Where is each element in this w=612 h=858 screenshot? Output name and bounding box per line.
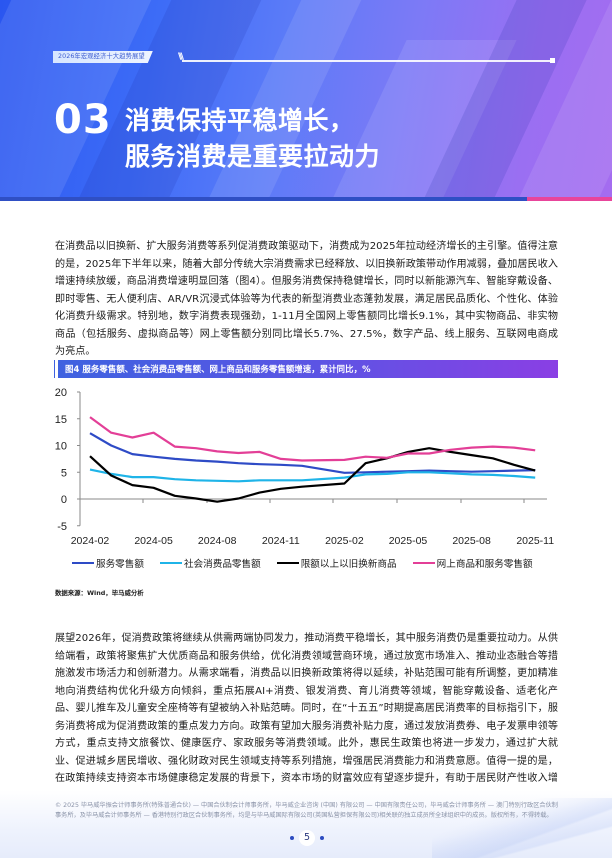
legend-item: 社会消费品零售额	[159, 555, 261, 571]
x-tick-label: 2024-11	[262, 535, 300, 547]
x-tick-label: 2024-02	[71, 535, 110, 547]
body-paragraph-2: 展望2026年，促消费政策将继续从供需两端协同发力，推动消费平稳增长，其中服务消…	[55, 633, 558, 802]
series-line	[89, 432, 536, 474]
legend-label: 网上商品和服务零售额	[436, 559, 533, 570]
y-tick-label: -5	[57, 521, 67, 533]
pager-dot-right	[320, 836, 324, 840]
header-rule	[182, 60, 552, 62]
series-line	[89, 468, 536, 483]
y-tick-label: 15	[55, 414, 67, 426]
footer-background	[0, 790, 612, 858]
x-tick-label: 2024-05	[134, 535, 173, 547]
chart-legend: 服务零售额 社会消费品零售额 限额以上以旧换新商品 网上商品和服务零售额	[72, 555, 562, 571]
copyright-notice: © 2025 毕马威华振会计师事务所(特殊普通合伙) — 中国合伙制会计师事务所…	[55, 802, 558, 819]
section-title-line-1: 消费保持平稳增长，	[125, 106, 355, 135]
legend-label: 社会消费品零售额	[183, 559, 261, 570]
legend-swatch-icon	[159, 561, 182, 565]
legend-swatch-icon	[412, 561, 435, 565]
chart-plot: 20 15 10 5 0 -5 2024-02 2024-05 2024-08 2024-11 20…	[55, 387, 554, 547]
header-rule-end-dot	[550, 58, 555, 63]
legend-item: 限额以上以旧换新商品	[276, 555, 397, 571]
header-banner: 2026年宏观经济十大趋势展望 \\\ 03 消费保持平稳增长， 服务消费是重要…	[0, 0, 612, 200]
section-title-line-2: 服务消费是重要拉动力	[125, 142, 381, 171]
pager-dot-left	[290, 836, 294, 840]
x-tick-label: 2025-05	[389, 535, 428, 547]
section-number: 03	[54, 97, 112, 143]
page-number: 5	[299, 830, 315, 846]
figure-caption-banner: 图4 服务零售额、社会消费品零售额、网上商品和服务零售额增速，累计同比，%	[55, 360, 558, 378]
legend-label: 服务零售额	[96, 559, 144, 570]
legend-item: 网上商品和服务零售额	[412, 555, 533, 571]
x-tick-label: 2025-02	[325, 535, 364, 547]
header-bottom-bar	[0, 197, 612, 201]
series-line	[89, 416, 536, 462]
x-tick-label: 2025-08	[452, 535, 491, 547]
slashes-decoration: \\\	[178, 52, 184, 62]
body-paragraph-1: 在消费品以旧换新、扩大服务消费等系列促消费政策驱动下，消费成为2025年拉动经济…	[55, 241, 558, 357]
report-series-tag: 2026年宏观经济十大趋势展望	[53, 51, 153, 63]
y-tick-label: 20	[55, 387, 67, 399]
line-chart: 20 15 10 5 0 -5 2024-02 2024-05 2024-08 2024-11 20…	[0, 380, 612, 580]
legend-swatch-icon	[72, 561, 94, 565]
legend-swatch-icon	[276, 561, 299, 565]
y-tick-label: 0	[61, 494, 67, 506]
y-tick-label: 5	[61, 467, 67, 479]
section-title: 消费保持平稳增长， 服务消费是重要拉动力	[125, 103, 380, 175]
y-tick-label: 10	[55, 441, 67, 453]
legend-item: 服务零售额	[72, 555, 144, 571]
data-source: 数据来源：Wind，毕马威分析	[55, 589, 144, 597]
header-bottom-accent	[527, 197, 612, 201]
figure-caption: 图4 服务零售额、社会消费品零售额、网上商品和服务零售额增速，累计同比，%	[65, 364, 371, 374]
series-line	[89, 447, 536, 503]
x-tick-label: 2024-08	[198, 535, 237, 547]
legend-label: 限额以上以旧换新商品	[300, 559, 397, 570]
x-tick-label: 2025-11	[516, 535, 554, 547]
page-indicator: 5	[290, 828, 324, 848]
caption-accent-bar	[55, 363, 58, 375]
